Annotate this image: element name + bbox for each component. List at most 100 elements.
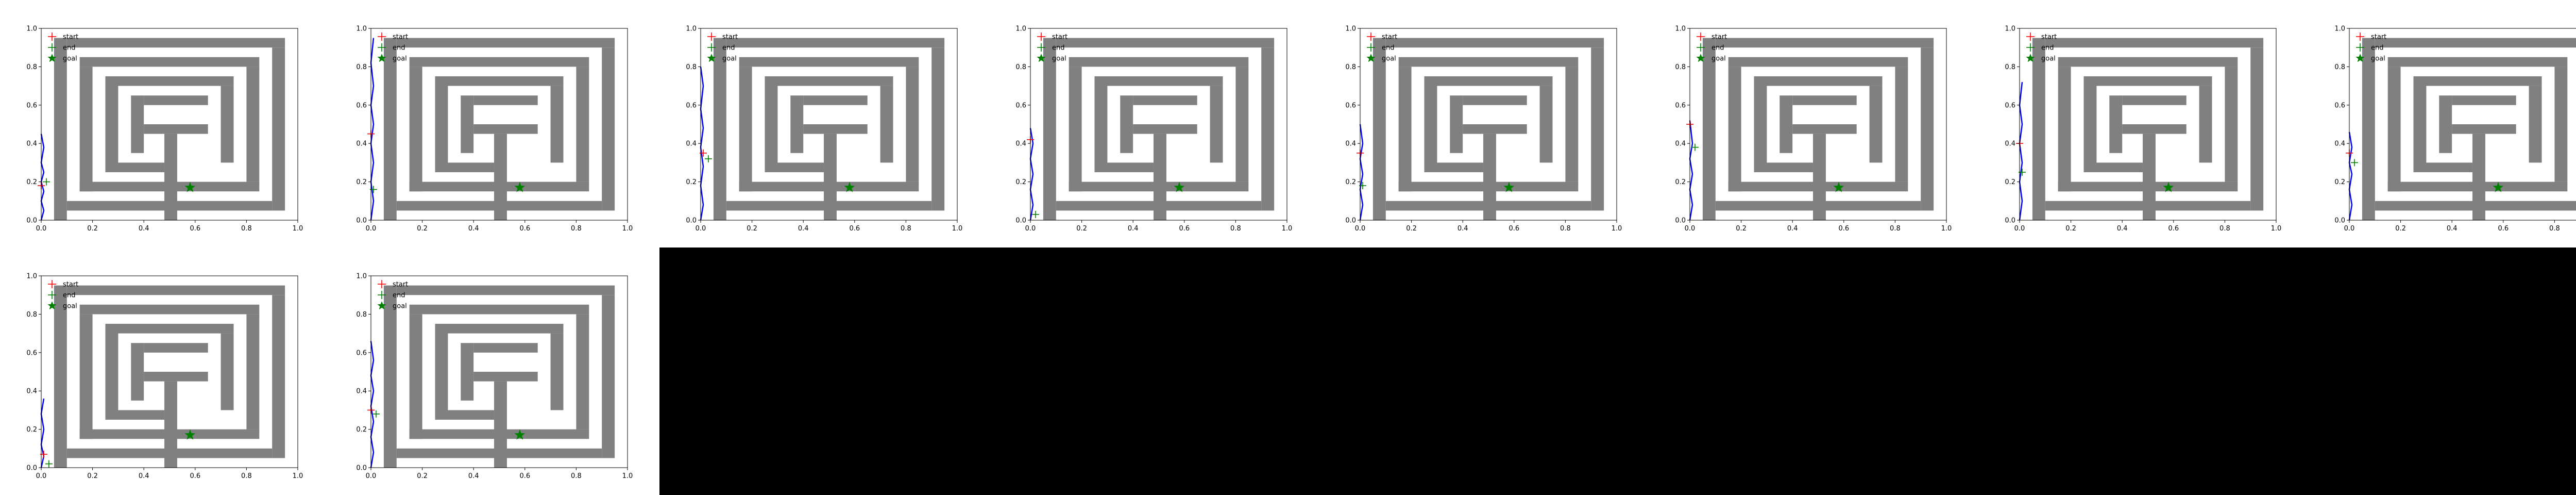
trajectory-line [1359, 124, 1364, 221]
maze-subplot-9: 0.0 0.2 0.4 0.6 0.8 1.0 0.0 0.2 0.4 0.6 0.8 1.0 star… [26, 273, 303, 481]
x-tick-label: 1.0 [1612, 225, 1622, 233]
y-tick-label: 0.2 [356, 178, 367, 186]
maze-walls [2362, 38, 2576, 220]
y-tick-label: 0.2 [686, 178, 697, 186]
y-tick-label: 0.8 [1345, 63, 1356, 71]
maze-wall [1235, 67, 1249, 182]
maze-wall [494, 134, 507, 220]
y-tick-label: 0.0 [26, 217, 37, 225]
legend-goal-marker [377, 54, 386, 62]
x-tick-label: 1.0 [622, 472, 633, 480]
maze-subplot-10: 0.0 0.2 0.4 0.6 0.8 1.0 0.0 0.2 0.4 0.6 0.8 1.0 star… [356, 273, 633, 481]
legend-label-end: end [393, 292, 405, 300]
maze-wall [2413, 76, 2542, 86]
y-tick-label: 0.6 [2334, 102, 2345, 109]
y-tick-label: 1.0 [686, 25, 697, 33]
maze-wall [2452, 124, 2516, 134]
end-marker [372, 410, 380, 418]
x-tick-label: 0.4 [1787, 225, 1798, 233]
maze-walls [54, 285, 285, 468]
maze-wall [79, 67, 93, 192]
maze-wall [2083, 162, 2143, 172]
maze-wall [144, 124, 208, 134]
legend-goal-marker [1366, 54, 1376, 62]
x-tick-label: 0.6 [190, 472, 200, 480]
maze-wall [105, 76, 118, 172]
legend-end-marker [378, 291, 386, 299]
y-tick-label: 0.8 [26, 63, 37, 71]
maze-walls [713, 38, 945, 220]
maze-wall [880, 86, 893, 163]
maze-wall [1565, 67, 1579, 182]
goal-star-marker [2493, 182, 2504, 192]
y-tick-label: 0.6 [356, 102, 367, 109]
y-tick-label: 0.8 [686, 63, 697, 71]
maze-wall [765, 76, 778, 172]
y-tick-label: 0.6 [356, 349, 367, 357]
maze-wall [164, 381, 177, 468]
maze-wall [1424, 76, 1437, 172]
y-tick-label: 0.6 [26, 349, 37, 357]
legend-label-start: start [393, 34, 408, 41]
goal-star-marker [184, 182, 196, 192]
maze-wall [2452, 95, 2516, 105]
y-tick-label: 0.0 [26, 465, 37, 472]
maze-wall [2387, 67, 2401, 192]
x-tick-label: 0.4 [1458, 225, 1468, 233]
y-tick-label: 1.0 [1345, 25, 1356, 33]
y-tick-label: 1.0 [1015, 25, 1026, 33]
y-tick-label: 1.0 [356, 273, 367, 280]
maze-wall [765, 76, 893, 86]
maze-wall [1715, 38, 1934, 48]
x-tick-label: 0.0 [1685, 225, 1696, 233]
end-marker [2350, 159, 2358, 167]
maze-wall [2122, 95, 2187, 105]
y-tick-label: 0.4 [356, 140, 367, 148]
maze-wall [105, 76, 234, 86]
maze-wall [79, 304, 260, 315]
maze-wall [396, 38, 615, 48]
maze-wall [803, 124, 868, 134]
axes-frame [1689, 28, 1947, 221]
legend-start-marker [378, 280, 386, 288]
trajectory-line [40, 134, 45, 221]
legend-label-end: end [393, 44, 405, 52]
x-tick-label: 0.2 [2065, 225, 2076, 233]
legend-label-end: end [1711, 44, 1724, 52]
maze-wall [383, 38, 397, 220]
x-tick-label: 0.0 [2014, 225, 2025, 233]
x-tick-label: 0.6 [2498, 225, 2509, 233]
maze-wall [144, 372, 208, 382]
x-tick-label: 0.4 [2117, 225, 2128, 233]
end-marker [42, 178, 50, 186]
maze-wall [383, 285, 397, 468]
axes-frame [41, 275, 298, 468]
legend-label-goal: goal [63, 303, 77, 310]
x-tick-label: 0.8 [1890, 225, 1901, 233]
end-marker [45, 460, 53, 468]
legend-label-end: end [63, 44, 76, 52]
maze-wall [931, 47, 945, 211]
maze-wall [246, 67, 260, 182]
x-tick-label: 0.8 [571, 225, 582, 233]
legend: start end goal [2355, 32, 2386, 63]
legend-label-start: start [63, 34, 78, 41]
maze-wall [105, 324, 234, 334]
axes-frame [2019, 28, 2277, 221]
maze-wall [1069, 67, 1082, 192]
maze-wall [1261, 47, 1275, 211]
maze-wall [2529, 86, 2542, 163]
x-tick-label: 1.0 [1941, 225, 1952, 233]
x-tick-label: 0.2 [1076, 225, 1087, 233]
y-tick-label: 0.4 [356, 388, 367, 395]
maze-wall [79, 314, 93, 439]
x-tick-label: 0.2 [1736, 225, 1747, 233]
goal-star-marker [514, 429, 526, 440]
legend-end-marker [1367, 43, 1375, 52]
maze-wall [221, 86, 234, 163]
y-tick-label: 1.0 [26, 273, 37, 280]
legend-goal-marker [1037, 54, 1046, 62]
x-tick-label: 0.6 [519, 225, 530, 233]
x-tick-label: 1.0 [622, 225, 633, 233]
x-tick-label: 0.0 [696, 225, 706, 233]
